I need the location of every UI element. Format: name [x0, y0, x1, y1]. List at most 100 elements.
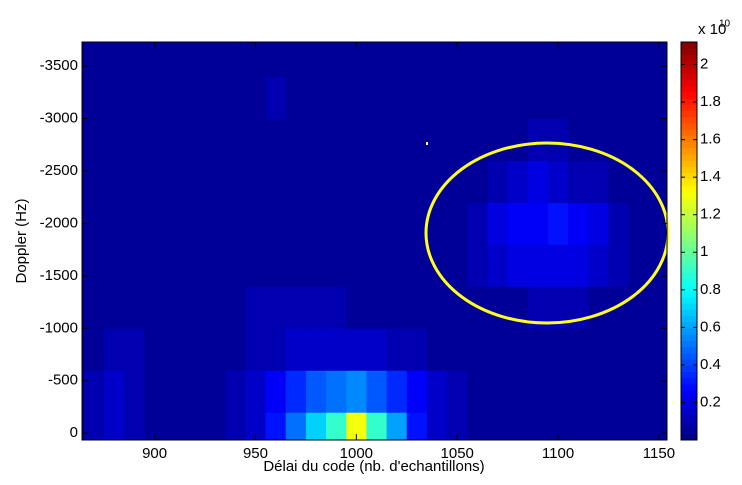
heatmap-cell [426, 160, 448, 203]
heatmap-cell [144, 286, 166, 329]
heatmap-cell [285, 370, 307, 413]
heatmap-cell [265, 286, 287, 329]
colorbar-swatch [681, 42, 697, 49]
heatmap-cell [628, 202, 650, 245]
heatmap-cell [285, 160, 307, 203]
heatmap-cell [547, 244, 569, 287]
colorbar-swatch [681, 48, 697, 55]
heatmap-cell [608, 286, 630, 329]
colorbar-swatch [681, 209, 697, 217]
colorbar-swatch [681, 328, 697, 335]
heatmap-cell [104, 244, 125, 287]
heatmap-cell [628, 42, 650, 78]
colorbar-swatch [681, 116, 697, 124]
heatmap-cell [406, 202, 428, 245]
heatmap-cell [406, 42, 428, 78]
heatmap-cell [225, 118, 246, 162]
heatmap-cell [184, 412, 206, 440]
heatmap-cell [184, 202, 206, 245]
heatmap-cell [225, 160, 246, 203]
colorbar-swatch [681, 340, 697, 348]
heatmap-cell [568, 118, 589, 162]
heatmap-cell [285, 244, 307, 287]
heatmap-cell [628, 76, 650, 120]
x-tick-label: 950 [243, 445, 268, 462]
heatmap-cell [527, 412, 549, 440]
heatmap-cell [84, 160, 105, 203]
heatmap-cell [386, 370, 408, 413]
heatmap-cell [568, 244, 589, 287]
colorbar [681, 42, 697, 441]
heatmap-cell [205, 202, 226, 245]
heatmap-cell [447, 244, 468, 287]
heatmap-cell [406, 370, 428, 413]
heatmap-cell [285, 412, 307, 440]
heatmap-cell [628, 412, 650, 440]
heatmap-cell [467, 118, 488, 162]
heatmap-cell [447, 118, 468, 162]
colorbar-swatch [681, 135, 697, 142]
colorbar-swatch [681, 365, 697, 373]
heatmap-cell [487, 160, 509, 203]
heatmap-cell [305, 328, 327, 371]
colorbar-swatch [681, 122, 697, 130]
heatmap-cell [386, 244, 408, 287]
heatmap-cell [426, 118, 448, 162]
heatmap-cell [104, 370, 125, 413]
y-tick-label: -2500 [40, 162, 78, 179]
heatmap-cell [245, 202, 267, 245]
heatmap-cell [124, 42, 146, 78]
heatmap-cell [447, 202, 468, 245]
heatmap-cell [205, 286, 226, 329]
colorbar-swatch [681, 334, 697, 341]
heatmap-cell [547, 412, 569, 440]
colorbar-swatch [681, 265, 697, 273]
colorbar-swatch [681, 203, 697, 211]
heatmap-cell [104, 118, 125, 162]
colorbar-swatch [681, 141, 697, 149]
heatmap-cell [406, 286, 428, 329]
heatmap-cell [366, 370, 388, 413]
heatmap-cell [648, 76, 667, 120]
heatmap-cell [426, 42, 448, 78]
colorbar-swatch [681, 153, 697, 161]
colorbar-swatch [681, 272, 697, 279]
colorbar-swatch [681, 427, 697, 435]
colorbar-swatch [681, 390, 697, 397]
heatmap-cell [184, 286, 206, 329]
colorbar-swatch [681, 97, 697, 105]
x-tick-label: 1150 [643, 445, 675, 462]
colorbar-swatch [681, 54, 697, 62]
heatmap-cell [265, 42, 287, 78]
heatmap-cell [184, 244, 206, 287]
heatmap-cell [326, 118, 347, 162]
heatmap-cell [507, 370, 529, 413]
heatmap-cell [305, 286, 327, 329]
heatmap-cell [326, 370, 347, 413]
heatmap-cell [305, 160, 327, 203]
heatmap-cell [164, 160, 186, 203]
heatmap-cell [164, 412, 186, 440]
heatmap-cell [84, 370, 105, 413]
heatmap-cell [205, 42, 226, 78]
heatmap-cell [124, 118, 146, 162]
heatmap-cell [84, 42, 105, 78]
heatmap-cell [467, 76, 488, 120]
colorbar-swatch [681, 73, 697, 80]
heatmap-cell [285, 42, 307, 78]
heatmap-cell [265, 202, 287, 245]
heatmap-cell [366, 412, 388, 440]
colorbar-swatch [681, 222, 697, 230]
heatmap-cell [265, 328, 287, 371]
heatmap-cell [568, 328, 589, 371]
colorbar-swatch [681, 346, 697, 354]
colorbar-tick-label: 0.4 [700, 356, 721, 373]
colorbar-swatch [681, 259, 697, 267]
heatmap-cell [104, 160, 125, 203]
heatmap-cell [608, 76, 630, 120]
colorbar-swatch [681, 241, 697, 248]
colorbar-swatch [681, 166, 697, 174]
heatmap-cell [326, 286, 347, 329]
heatmap-cell [326, 76, 347, 120]
heatmap-cell [366, 328, 388, 371]
